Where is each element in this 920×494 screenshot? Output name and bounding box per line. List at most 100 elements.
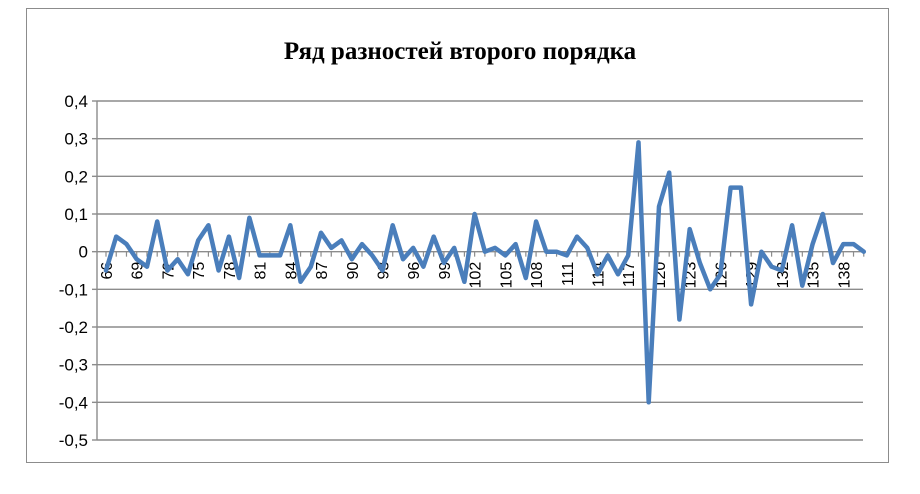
data-point [463, 280, 466, 283]
data-point [422, 265, 425, 268]
data-point [832, 261, 835, 264]
data-point [494, 246, 497, 249]
data-point [361, 243, 364, 246]
data-point [729, 186, 732, 189]
data-point [145, 265, 148, 268]
data-point [801, 284, 804, 287]
data-point [545, 250, 548, 253]
y-tick-label: -0,2 [59, 318, 88, 337]
data-point [739, 186, 742, 189]
data-point [299, 280, 302, 283]
data-point [125, 243, 128, 246]
data-point [473, 213, 476, 216]
data-point [258, 254, 261, 257]
data-point [340, 239, 343, 242]
data-point [381, 269, 384, 272]
y-tick-label: -0,3 [59, 356, 88, 375]
data-point [709, 288, 712, 291]
data-point [647, 401, 650, 404]
data-point [760, 250, 763, 253]
data-point [750, 303, 753, 306]
y-tick-label: -0,4 [59, 393, 88, 412]
data-point [483, 250, 486, 253]
data-point [197, 239, 200, 242]
data-point [606, 254, 609, 257]
data-point [504, 254, 507, 257]
x-tick-label: 111 [560, 262, 577, 286]
data-point [350, 258, 353, 261]
data-point [791, 224, 794, 227]
data-point [678, 318, 681, 321]
x-tick-label: 75 [191, 262, 208, 280]
data-point [105, 269, 108, 272]
x-tick-label: 90 [345, 262, 362, 280]
data-point [227, 235, 230, 238]
data-point [770, 265, 773, 268]
data-point [535, 220, 538, 223]
y-tick-label: 0 [79, 243, 88, 262]
data-point [401, 258, 404, 261]
data-point [617, 273, 620, 276]
data-point [852, 243, 855, 246]
x-tick-label: 96 [406, 262, 423, 280]
x-tick-label: 138 [836, 262, 853, 289]
data-point [821, 213, 824, 216]
data-point [596, 273, 599, 276]
x-tick-label: 102 [468, 262, 485, 289]
data-point [391, 224, 394, 227]
data-point [688, 228, 691, 231]
data-point [524, 277, 527, 280]
y-tick-label: -0,5 [59, 431, 88, 450]
data-point [330, 246, 333, 249]
y-tick-label: 0,2 [64, 167, 88, 186]
data-point [811, 243, 814, 246]
data-point [207, 224, 210, 227]
data-point [186, 273, 189, 276]
x-tick-label: 117 [621, 262, 638, 288]
data-point [217, 269, 220, 272]
data-point [637, 141, 640, 144]
y-tick-label: 0,1 [64, 205, 88, 224]
data-point [176, 258, 179, 261]
x-tick-label: 105 [498, 262, 515, 289]
x-tick-label: 135 [806, 262, 823, 289]
data-point [238, 277, 241, 280]
y-axis: 0,4 0,3 0,2 0,1 0 -0,1 -0,2 -0,3 -0,4 -0,5 [59, 92, 98, 450]
x-tick-label: 108 [529, 262, 546, 289]
data-point [453, 246, 456, 249]
x-tick-label: 87 [314, 262, 331, 280]
data-point [432, 235, 435, 238]
data-point [862, 250, 865, 253]
data-point [135, 258, 138, 261]
y-tick-label: 0,3 [64, 130, 88, 149]
data-point [698, 261, 701, 264]
data-point [289, 224, 292, 227]
series-line [103, 140, 867, 405]
data-point [780, 269, 783, 272]
data-point [412, 246, 415, 249]
data-point [668, 171, 671, 174]
data-point [248, 216, 251, 219]
data-point [442, 261, 445, 264]
data-point [156, 220, 159, 223]
data-point [576, 235, 579, 238]
series-group [103, 140, 867, 405]
gridlines [97, 100, 863, 441]
data-point [627, 254, 630, 257]
data-point [279, 254, 282, 257]
y-tick-label: -0,1 [59, 280, 88, 299]
data-point [309, 265, 312, 268]
data-point [842, 243, 845, 246]
x-tick-label: 99 [437, 262, 454, 280]
data-point [166, 269, 169, 272]
y-tick-label: 0,4 [64, 92, 88, 111]
data-point [268, 254, 271, 257]
chart-title: Ряд разностей второго порядка [283, 38, 637, 65]
data-point [719, 273, 722, 276]
data-point [514, 243, 517, 246]
data-point [657, 205, 660, 208]
data-point [371, 254, 374, 257]
data-point [555, 250, 558, 253]
data-point [320, 231, 323, 234]
